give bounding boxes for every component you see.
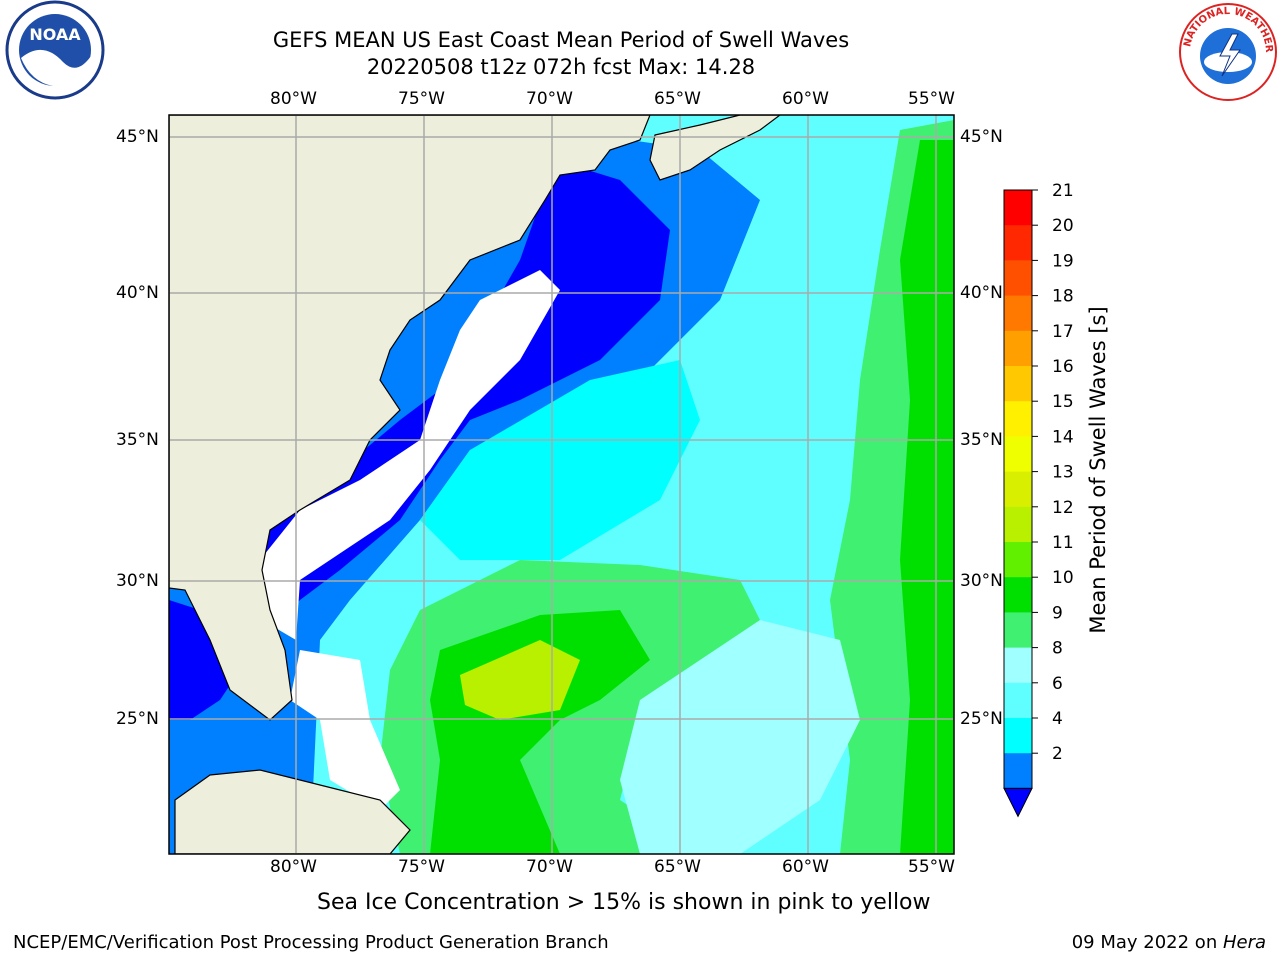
colorbar-segment (1004, 260, 1032, 297)
colorbar-tick-label: 14 (1052, 427, 1074, 447)
date-text: 09 May 2022 on Hera (1072, 932, 1266, 953)
colorbar-tick-label: 11 (1052, 533, 1074, 553)
swell-band-bright-green-east (900, 140, 954, 854)
land-cuba (174, 769, 411, 854)
lat-label-right: 30°N (960, 571, 1003, 591)
colorbar-tick-label: 13 (1052, 463, 1074, 483)
colorbar-segment (1004, 612, 1032, 649)
lat-label-right: 40°N (960, 283, 1003, 303)
swell-band-cyan (420, 360, 700, 560)
colorbar-segment (1004, 330, 1032, 367)
colorbar-frame (1003, 189, 1033, 789)
lon-label-bottom: 55°W (908, 857, 955, 877)
lat-label-left: 40°N (116, 283, 159, 303)
colorbar-tick-label: 19 (1052, 251, 1074, 271)
lon-label-bottom: 80°W (270, 857, 317, 877)
colorbar-tick-label: 8 (1052, 639, 1063, 659)
lon-label-bottom: 60°W (782, 857, 829, 877)
lon-label-top: 55°W (908, 89, 955, 109)
lon-label-top: 70°W (526, 89, 573, 109)
land-nova-scotia (649, 115, 781, 181)
colorbar-segment (1004, 471, 1032, 508)
colorbar-segment (1004, 753, 1032, 789)
colorbar-tick-label: 18 (1052, 287, 1074, 307)
lon-label-top: 75°W (398, 89, 445, 109)
lon-label-bottom: 70°W (526, 857, 573, 877)
nws-logo: NATIONAL WEATHER SERVICE (1176, 0, 1277, 101)
lon-label-top: 80°W (270, 89, 317, 109)
colorbar-segment (1004, 542, 1032, 578)
colorbar-segment (1004, 295, 1032, 332)
map-frame (168, 114, 955, 855)
sea-ice-note: Sea Ice Concentration > 15% is shown in … (317, 890, 931, 915)
lon-label-top: 65°W (654, 89, 701, 109)
chart-title: GEFS MEAN US East Coast Mean Period of S… (272, 28, 850, 52)
machine-name: Hera (1222, 932, 1266, 953)
colorbar-tick-label: 21 (1052, 181, 1074, 201)
credit-text: NCEP/EMC/Verification Post Processing Pr… (13, 932, 609, 953)
colorbar-segment (1004, 506, 1032, 543)
lat-label-left: 25°N (116, 709, 159, 729)
swell-band-yellow-green (460, 640, 580, 720)
lat-label-right: 25°N (960, 709, 1003, 729)
colorbar-tick-label: 4 (1052, 709, 1063, 729)
lat-label-left: 45°N (116, 127, 159, 147)
date-value: 09 May 2022 on (1071, 932, 1223, 953)
colorbar-tick-label: 15 (1052, 392, 1074, 412)
colorbar-tick-label: 9 (1052, 603, 1063, 623)
colorbar-tick-label: 6 (1052, 674, 1063, 694)
lon-label-top: 60°W (782, 89, 829, 109)
colorbar-tick-label: 17 (1052, 322, 1074, 342)
lat-label-right: 45°N (960, 127, 1003, 147)
noaa-logo: NOAA (5, 0, 105, 100)
lat-label-right: 35°N (960, 430, 1003, 450)
colorbar-segment (1004, 682, 1032, 719)
colorbar-segment (1004, 436, 1032, 473)
lon-label-bottom: 65°W (654, 857, 701, 877)
colorbar-label: Mean Period of Swell Waves [s] (1086, 306, 1110, 634)
colorbar-segment (1004, 647, 1032, 684)
colorbar-tick-label: 20 (1052, 216, 1074, 236)
colorbar-tick-label: 10 (1052, 568, 1074, 588)
colorbar-segment (1004, 225, 1032, 261)
colorbar-segment (1004, 366, 1032, 402)
lat-label-left: 35°N (116, 430, 159, 450)
colorbar-segment (1004, 190, 1032, 226)
colorbar-tick-label: 2 (1052, 744, 1063, 764)
land (169, 115, 651, 721)
colorbar-segment (1004, 401, 1032, 437)
colorbar-tick-label: 12 (1052, 498, 1074, 518)
lat-label-left: 30°N (116, 571, 159, 591)
graticule (169, 115, 954, 854)
chart-subtitle: 20220508 t12z 072h fcst Max: 14.28 (366, 55, 756, 79)
no-data-white (260, 270, 560, 640)
no-data-white-south (290, 650, 400, 810)
colorbar-tick-label: 16 (1052, 357, 1074, 377)
colorbar-extend-arrow (1003, 787, 1033, 818)
colorbar-segment (1004, 718, 1032, 754)
lon-label-bottom: 75°W (398, 857, 445, 877)
noaa-logo-text: NOAA (29, 25, 81, 44)
colorbar-segment (1004, 577, 1032, 613)
colorbar: 21 20 19 18 17 16 15 14 13 12 11 10 9 8 6 4 2 (1003, 181, 1074, 818)
